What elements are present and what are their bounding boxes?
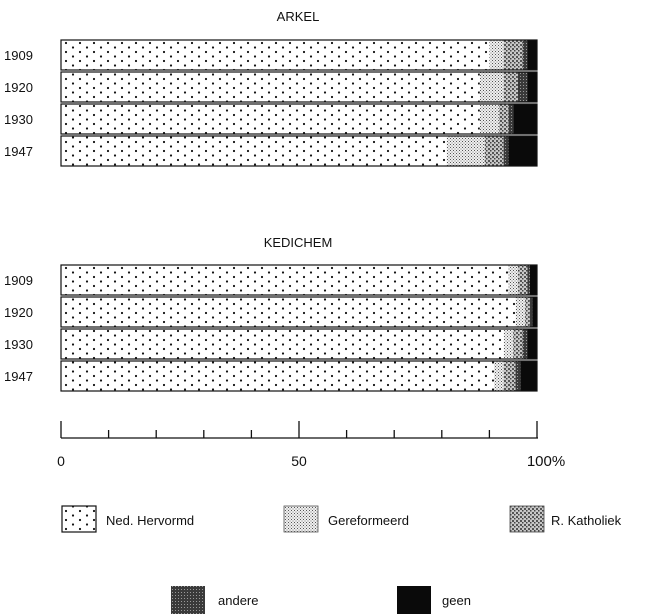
bar-segment-kedichem-1909-geen bbox=[529, 265, 537, 295]
bar-segment-kedichem-1930-andere bbox=[522, 329, 528, 359]
panel-title-arkel: ARKEL bbox=[277, 9, 320, 24]
bar-segment-arkel-1930-ned-hervormd bbox=[61, 104, 480, 134]
bar-segment-kedichem-1920-andere bbox=[529, 297, 533, 327]
bar-segment-kedichem-1920-gereformeerd bbox=[515, 297, 526, 327]
legend-item-ned-hervormd: Ned. Hervormd bbox=[61, 505, 194, 533]
bar-outline-kedichem-1947 bbox=[60, 360, 538, 392]
bar-outline-kedichem-1920 bbox=[60, 296, 538, 328]
panel-title-kedichem: KEDICHEM bbox=[264, 235, 333, 250]
legend-label-gereformeerd: Gereformeerd bbox=[328, 513, 409, 528]
bar-segment-kedichem-1909-ned-hervormd bbox=[61, 265, 509, 295]
bar-segment-arkel-1947-andere bbox=[503, 136, 509, 166]
legend-label-andere: andere bbox=[218, 593, 258, 608]
legend-label-r-katholiek: R. Katholiek bbox=[551, 513, 622, 528]
bar-segment-kedichem-1930-r-katholiek bbox=[513, 329, 523, 359]
legend-item-geen: geen bbox=[397, 586, 471, 614]
legend-item-r-katholiek: R. Katholiek bbox=[509, 505, 622, 533]
panel-arkel: 1909 1920 1930 1947 bbox=[4, 39, 538, 167]
bar-segment-arkel-1920-r-katholiek bbox=[503, 72, 518, 102]
tick-label-50: 50 bbox=[291, 453, 307, 469]
year-label-kedichem-1930: 1930 bbox=[4, 337, 33, 352]
bar-outline-arkel-1947 bbox=[60, 135, 538, 167]
bar-segment-kedichem-1947-ned-hervormd bbox=[61, 361, 495, 391]
x-axis bbox=[60, 421, 538, 439]
legend-swatch-ned-hervormd bbox=[61, 505, 97, 533]
panel-kedichem: 1909 1920 1930 1947 bbox=[4, 264, 538, 392]
bar-segment-arkel-1920-geen bbox=[527, 72, 537, 102]
year-label-arkel-1920: 1920 bbox=[4, 80, 33, 95]
legend-item-gereformeerd: Gereformeerd bbox=[283, 505, 409, 533]
bar-segment-arkel-1930-geen bbox=[513, 104, 537, 134]
bar-segment-kedichem-1909-r-katholiek bbox=[517, 265, 528, 295]
year-label-kedichem-1920: 1920 bbox=[4, 305, 33, 320]
bar-segment-arkel-1909-andere bbox=[522, 40, 528, 70]
bar-segment-kedichem-1947-andere bbox=[515, 361, 521, 391]
bar-segment-kedichem-1947-gereformeerd bbox=[494, 361, 504, 391]
bar-segment-arkel-1909-ned-hervormd bbox=[61, 40, 490, 70]
year-label-arkel-1909: 1909 bbox=[4, 48, 33, 63]
bar-outline-arkel-1920 bbox=[60, 71, 538, 103]
bar-outline-kedichem-1930 bbox=[60, 328, 538, 360]
bar-segment-arkel-1947-gereformeerd bbox=[446, 136, 485, 166]
legend: Ned. Hervormd Gereformeerd R. Katholiek … bbox=[61, 505, 622, 614]
legend-swatch-andere bbox=[171, 586, 205, 614]
bar-segment-arkel-1920-ned-hervormd bbox=[61, 72, 480, 102]
legend-label-ned-hervormd: Ned. Hervormd bbox=[106, 513, 194, 528]
bar-segment-kedichem-1930-gereformeerd bbox=[503, 329, 514, 359]
bar-segment-kedichem-1920-r-katholiek bbox=[525, 297, 530, 327]
bar-outline-kedichem-1909 bbox=[60, 264, 538, 296]
bars-layer: 1909 1920 1930 1947 1909 1920 1930 1947 bbox=[4, 39, 538, 392]
bar-segment-arkel-1930-andere bbox=[508, 104, 514, 134]
year-label-arkel-1947: 1947 bbox=[4, 144, 33, 159]
tick-label-0: 0 bbox=[57, 453, 65, 469]
legend-swatch-geen bbox=[397, 586, 431, 614]
year-label-arkel-1930: 1930 bbox=[4, 112, 33, 127]
bar-segment-arkel-1947-ned-hervormd bbox=[61, 136, 447, 166]
bar-segment-kedichem-1947-geen bbox=[520, 361, 537, 391]
bar-outline-arkel-1930 bbox=[60, 103, 538, 135]
bar-segment-arkel-1930-r-katholiek bbox=[498, 104, 509, 134]
bar-segment-kedichem-1930-ned-hervormd bbox=[61, 329, 504, 359]
bar-segment-kedichem-1920-ned-hervormd bbox=[61, 297, 516, 327]
legend-swatch-r-katholiek bbox=[509, 505, 545, 533]
bar-segment-arkel-1909-r-katholiek bbox=[503, 40, 523, 70]
legend-label-geen: geen bbox=[442, 593, 471, 608]
tick-label-100: 100% bbox=[527, 453, 565, 470]
year-label-kedichem-1947: 1947 bbox=[4, 369, 33, 384]
bar-segment-arkel-1909-geen bbox=[527, 40, 537, 70]
bar-segment-kedichem-1920-geen bbox=[532, 297, 537, 327]
bar-segment-arkel-1947-r-katholiek bbox=[484, 136, 504, 166]
bar-segment-arkel-1920-andere bbox=[517, 72, 528, 102]
bar-outline-arkel-1909 bbox=[60, 39, 538, 71]
legend-item-andere: andere bbox=[171, 586, 258, 614]
year-label-kedichem-1909: 1909 bbox=[4, 273, 33, 288]
bar-segment-arkel-1947-geen bbox=[508, 136, 537, 166]
bar-segment-arkel-1930-gereformeerd bbox=[479, 104, 499, 134]
legend-swatch-gereformeerd bbox=[283, 505, 319, 533]
bar-segment-kedichem-1909-andere bbox=[527, 265, 530, 295]
bar-segment-arkel-1920-gereformeerd bbox=[479, 72, 504, 102]
bar-segment-kedichem-1909-gereformeerd bbox=[508, 265, 518, 295]
bar-segment-kedichem-1930-geen bbox=[527, 329, 537, 359]
bar-segment-kedichem-1947-r-katholiek bbox=[503, 361, 516, 391]
bar-segment-arkel-1909-gereformeerd bbox=[489, 40, 504, 70]
